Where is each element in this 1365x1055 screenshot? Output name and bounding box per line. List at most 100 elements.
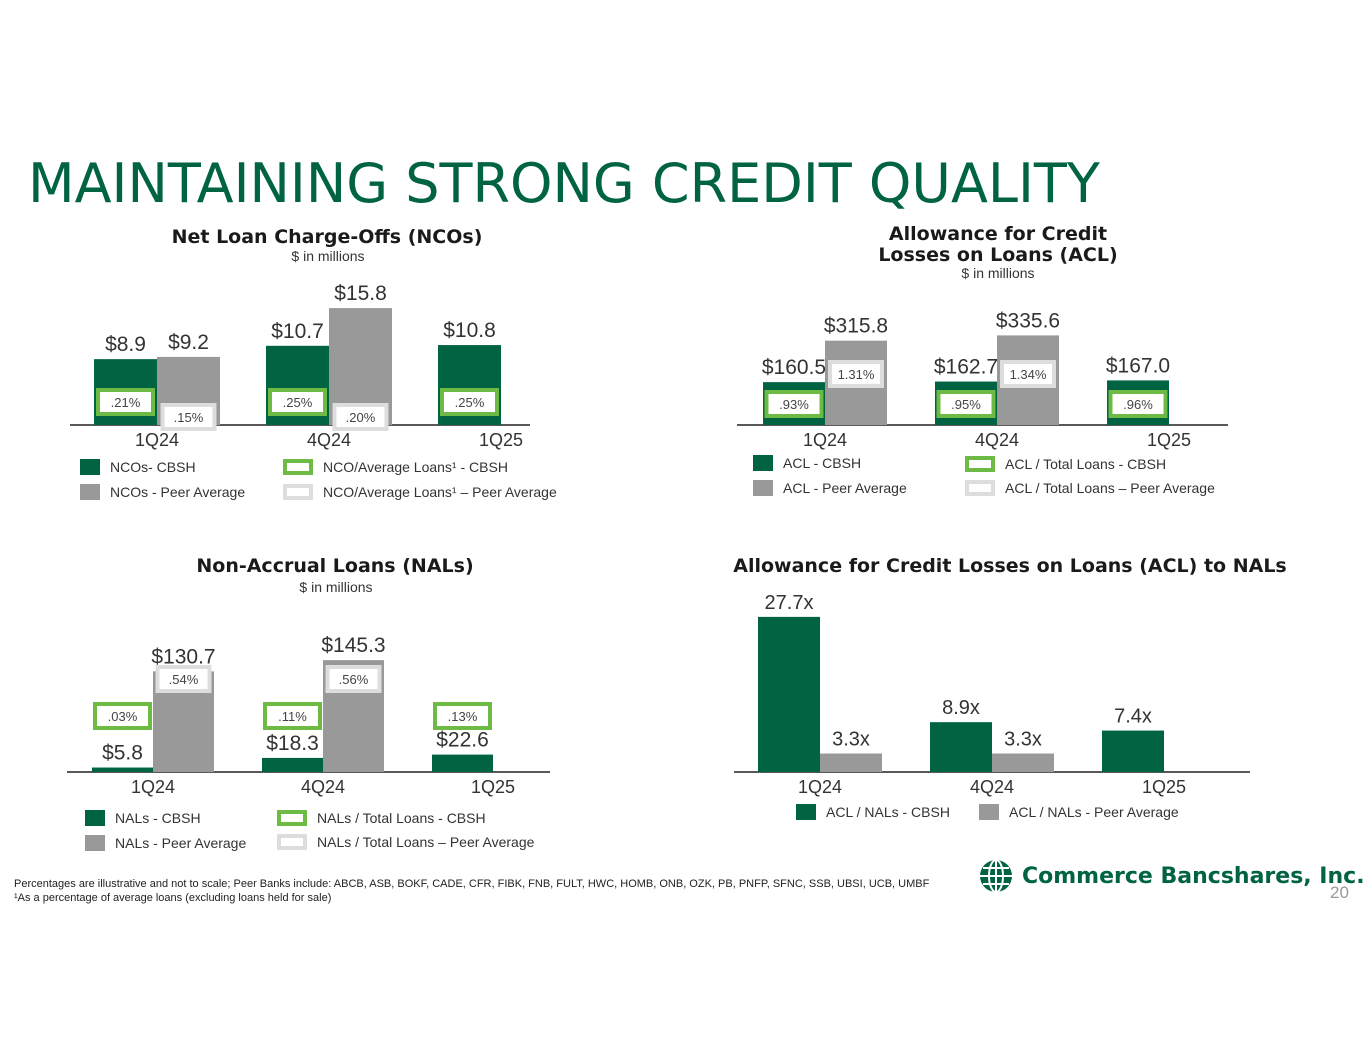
pct-box-peer xyxy=(155,665,212,693)
legend-label: NALs / Total Loans - CBSH xyxy=(317,810,486,826)
legend-aclnal-cbsh: ACL / NALs - CBSH xyxy=(796,802,950,822)
legend-label: ACL / Total Loans – Peer Average xyxy=(1005,480,1215,496)
page-title: MAINTAINING STRONG CREDIT QUALITY xyxy=(28,152,1100,215)
data-label-cbsh: $10.8 xyxy=(443,319,496,342)
legend-swatch xyxy=(85,810,105,826)
page-number: 20 xyxy=(1330,883,1349,902)
legend-swatch xyxy=(965,480,995,496)
x-tick-label: 1Q24 xyxy=(135,430,179,450)
legend-swatch xyxy=(965,456,995,472)
data-label-peer: $15.8 xyxy=(334,282,387,305)
bar-cbsh xyxy=(758,616,820,772)
pct-label-cbsh: .13% xyxy=(448,709,478,724)
footnote: Percentages are illustrative and not to … xyxy=(14,877,929,905)
data-label-cbsh: 7.4x xyxy=(1114,706,1152,728)
pct-label-peer: .15% xyxy=(174,410,204,425)
legend-swatch xyxy=(283,459,313,475)
bar-peer xyxy=(992,753,1054,772)
legend-nco-peer: NCOs - Peer Average xyxy=(80,482,245,502)
nal-chart-subtitle: $ in millions xyxy=(299,579,373,595)
data-label-peer: $315.8 xyxy=(824,315,888,338)
legend-label: NCO/Average Loans¹ - CBSH xyxy=(323,459,508,475)
bar-peer xyxy=(820,753,882,772)
pct-box-cbsh xyxy=(1108,390,1168,418)
data-label-cbsh: $18.3 xyxy=(266,732,319,755)
legend-aclnal-peer: ACL / NALs - Peer Average xyxy=(979,802,1179,822)
legend-swatch xyxy=(753,455,773,471)
legend-swatch xyxy=(80,484,100,500)
x-tick-label: 4Q24 xyxy=(307,430,351,450)
pct-box-peer xyxy=(1000,360,1056,388)
pct-box-peer xyxy=(332,403,389,431)
legend-label: ACL - CBSH xyxy=(783,455,862,471)
legend-swatch xyxy=(277,810,307,826)
legend-label: NALs / Total Loans – Peer Average xyxy=(317,834,535,850)
logo-text: Commerce Bancshares, Inc. xyxy=(1022,863,1365,889)
legend-label: ACL / Total Loans - CBSH xyxy=(1005,456,1167,472)
acl-chart-title-line1: Allowance for Credit xyxy=(888,223,1108,245)
footnote-definition: ¹As a percentage of average loans (exclu… xyxy=(14,892,332,904)
pct-label-peer: 1.34% xyxy=(1010,367,1047,382)
x-tick-label: 1Q25 xyxy=(1147,430,1191,450)
x-tick-label: 1Q25 xyxy=(1142,777,1186,797)
legend-label: ACL - Peer Average xyxy=(783,480,907,496)
legend-acl-pct-peer: ACL / Total Loans – Peer Average xyxy=(965,478,1215,498)
legend-swatch xyxy=(283,484,313,500)
globe-icon xyxy=(980,859,1012,893)
x-tick-label: 4Q24 xyxy=(970,777,1014,797)
bar-cbsh xyxy=(262,757,323,772)
nco-chart-subtitle: $ in millions xyxy=(291,248,365,264)
legend-label: NCOs- CBSH xyxy=(110,459,196,475)
company-logo: Commerce Bancshares, Inc. xyxy=(978,858,1365,894)
pct-label-peer: .20% xyxy=(346,410,376,425)
pct-label-peer: .56% xyxy=(339,672,369,687)
nco-chart-title: Net Loan Charge-Offs (NCOs) xyxy=(171,226,483,248)
legend-label: NALs - Peer Average xyxy=(115,835,247,851)
pct-box-cbsh xyxy=(263,702,322,730)
bar-cbsh xyxy=(92,767,153,772)
legend-label: NCOs - Peer Average xyxy=(110,484,246,500)
data-label-cbsh: 27.7x xyxy=(765,592,814,614)
legend-label: NALs - CBSH xyxy=(115,810,201,826)
legend-acl-peer: ACL - Peer Average xyxy=(753,478,907,498)
x-tick-label: 4Q24 xyxy=(975,430,1019,450)
data-label-cbsh: $160.5 xyxy=(762,356,826,379)
legend-swatch xyxy=(85,835,105,851)
pct-label-cbsh: .96% xyxy=(1123,397,1153,412)
data-label-cbsh: $8.9 xyxy=(105,333,146,356)
legend-nal-pct-peer: NALs / Total Loans – Peer Average xyxy=(277,832,534,852)
data-label-peer: 3.3x xyxy=(1004,729,1042,751)
legend-label: ACL / NALs - CBSH xyxy=(826,804,950,820)
legend-acl-pct-cbsh: ACL / Total Loans - CBSH xyxy=(965,454,1166,474)
acl-chart-title-line2: Losses on Loans (ACL) xyxy=(878,244,1118,266)
bar-cbsh xyxy=(930,722,992,772)
data-label-cbsh: $10.7 xyxy=(271,320,324,343)
pct-label-cbsh: .25% xyxy=(455,395,485,410)
nal-chart-title: Non-Accrual Loans (NALs) xyxy=(196,555,474,577)
x-tick-label: 1Q24 xyxy=(803,430,847,450)
pct-box-cbsh xyxy=(93,702,152,730)
pct-label-cbsh: .25% xyxy=(283,395,313,410)
legend-nco-pct-cbsh: NCO/Average Loans¹ - CBSH xyxy=(283,457,508,477)
pct-label-cbsh: .93% xyxy=(779,397,809,412)
legend-swatch xyxy=(796,804,816,820)
data-label-peer: $145.3 xyxy=(321,634,385,657)
legend-label: ACL / NALs - Peer Average xyxy=(1009,804,1179,820)
x-tick-label: 4Q24 xyxy=(301,777,345,797)
legend-label: NCO/Average Loans¹ – Peer Average xyxy=(323,484,557,500)
data-label-peer: $335.6 xyxy=(996,309,1060,332)
legend-acl-cbsh: ACL - CBSH xyxy=(753,453,861,473)
aclnal-chart-title: Allowance for Credit Losses on Loans (AC… xyxy=(733,555,1287,577)
data-label-cbsh: $5.8 xyxy=(102,742,143,765)
x-tick-label: 1Q24 xyxy=(131,777,175,797)
legend-nco-pct-peer: NCO/Average Loans¹ – Peer Average xyxy=(283,482,557,502)
legend-swatch xyxy=(753,480,773,496)
data-label-cbsh: 8.9x xyxy=(942,697,980,719)
pct-box-cbsh xyxy=(96,388,155,416)
pct-box-cbsh xyxy=(764,390,824,418)
pct-box-cbsh xyxy=(440,388,499,416)
pct-box-peer xyxy=(160,403,217,431)
